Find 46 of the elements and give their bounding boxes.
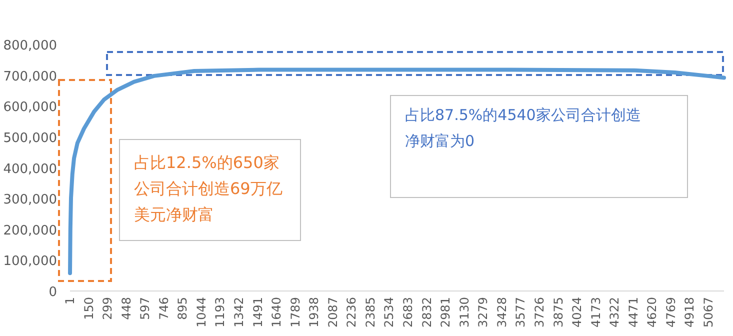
x-tick-label: 4620 [645,297,660,328]
x-tick-label: 3428 [494,297,509,328]
x-tick-label: 2236 [344,297,359,328]
y-tick-label: 100,000 [3,254,57,270]
x-tick-label: 1193 [213,297,228,328]
x-tick-label: 1938 [307,297,322,328]
x-tick-label: 448 [119,297,134,320]
x-tick-label: 2087 [326,297,340,328]
y-tick-label: 400,000 [3,162,57,177]
x-tick-label: 2385 [363,297,378,328]
x-tick-label: 4471 [626,297,640,328]
y-tick-label: 700,000 [3,69,57,84]
x-tick-label: 5067 [702,297,716,328]
y-tick-label: 0 [48,285,57,300]
x-tick-label: 1491 [250,297,265,328]
x-tick-label: 746 [156,297,171,320]
x-tick-label: 150 [82,297,96,320]
x-tick-label: 4918 [682,297,697,328]
x-tick-label: 3726 [532,297,546,328]
x-tick-label: 1342 [232,297,246,328]
y-tick-label: 500,000 [3,130,57,146]
annotation: 占比12.5%的650家公司合计创造69万亿美元净财富 [119,139,301,241]
x-tick-label: 1789 [288,297,302,328]
x-tick-label: 4173 [588,297,603,328]
x-tick-label: 4769 [664,297,678,328]
x-tick-label: 2534 [382,297,396,328]
x-tick-label: 4024 [570,297,584,328]
x-tick-label: 3875 [551,297,566,328]
x-tick-label: 3577 [514,297,528,328]
annotation: 占比87.5%的4540家公司合计创造净财富为0 [390,95,688,198]
y-tick-label: 300,000 [3,192,57,208]
x-tick-label: 3130 [457,297,472,328]
y-tick-label: 200,000 [3,223,57,238]
x-tick-label: 1044 [194,297,208,328]
y-tick-label: 600,000 [3,100,57,116]
y-tick-label: 800,000 [3,38,57,54]
x-tick-label: 1640 [270,297,284,328]
x-tick-label: 2832 [420,297,434,328]
x-tick-label: 3279 [476,297,490,328]
x-tick-label: 597 [138,297,152,320]
x-tick-label: 895 [176,297,190,320]
x-tick-label: 4322 [608,297,622,328]
x-tick-label: 299 [100,297,115,320]
x-tick-label: 2981 [438,297,453,328]
x-tick-label: 2683 [401,297,416,328]
x-tick-label: 1 [63,297,77,305]
